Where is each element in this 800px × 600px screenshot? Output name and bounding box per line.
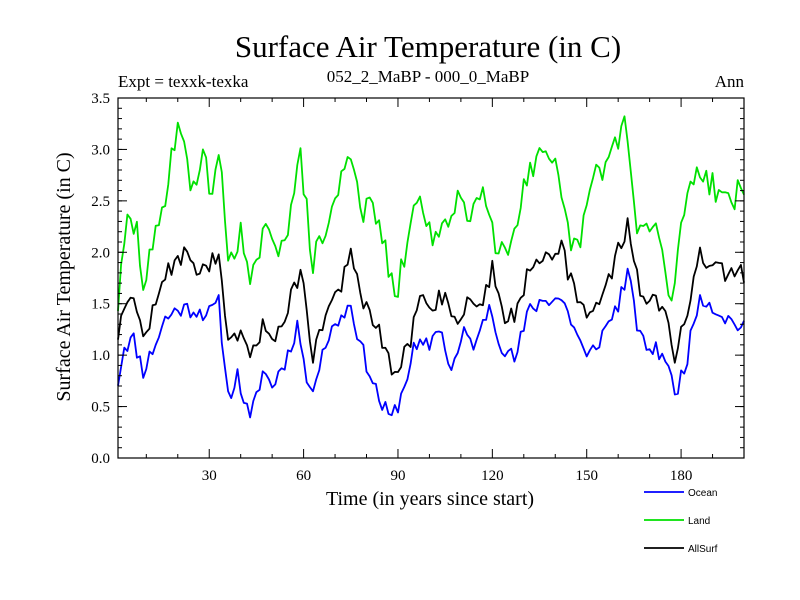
y-tick-label: 3.5: [91, 91, 110, 107]
series-line-ocean: [117, 267, 745, 419]
chart-title: Surface Air Temperature (in C): [235, 29, 621, 64]
y-axis-label: Surface Air Temperature (in C): [53, 152, 75, 401]
period-label: 052_2_MaBP - 000_0_MaBP: [327, 67, 529, 86]
x-axis-label: Time (in years since start): [326, 488, 534, 510]
season-label: Ann: [715, 72, 745, 91]
y-tick-label: 1.0: [91, 348, 110, 364]
x-tick-label: 180: [670, 468, 693, 484]
legend-label-ocean: Ocean: [688, 488, 717, 499]
y-tick-label: 0.5: [91, 400, 110, 416]
series-line-allsurf: [117, 217, 745, 376]
legend: Ocean Land AllSurf: [644, 488, 718, 555]
series-line-land: [117, 115, 745, 312]
x-tick-label: 60: [296, 468, 311, 484]
x-tick-label: 120: [481, 468, 504, 484]
experiment-label: Expt = texxk-texka: [118, 72, 249, 91]
y-tick-label: 2.0: [91, 245, 110, 261]
x-tick-label: 150: [575, 468, 598, 484]
plot-frame: [117, 97, 745, 459]
x-tick-label: 90: [390, 468, 405, 484]
y-tick-label: 3.0: [91, 142, 110, 158]
y-tick-label: 0.0: [91, 451, 110, 467]
y-tick-label: 1.5: [91, 297, 110, 313]
x-tick-label: 30: [202, 468, 217, 484]
legend-label-allsurf: AllSurf: [688, 544, 718, 555]
legend-label-land: Land: [688, 516, 710, 527]
y-tick-label: 2.5: [91, 194, 110, 210]
plot-area: 30 60 90 120 150 180 0.0 0.5 1.0 1.5 2.0 2.5 3.0 3.5: [91, 91, 745, 484]
